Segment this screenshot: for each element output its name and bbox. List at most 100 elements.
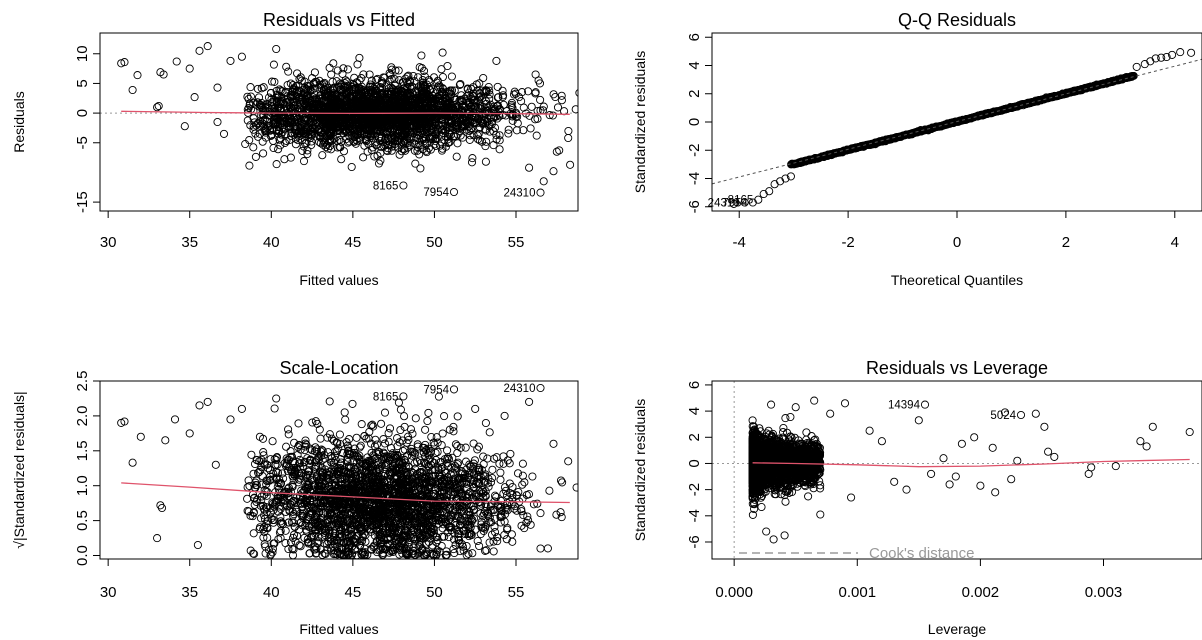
cloud-point	[273, 104, 283, 113]
cloud-point	[280, 138, 290, 147]
cloud-point	[365, 125, 375, 134]
cloud-point	[459, 114, 468, 123]
cloud-point	[476, 529, 485, 539]
cloud-point	[315, 94, 324, 103]
cloud-point	[470, 101, 479, 110]
y-axis-label: Residuals	[11, 91, 27, 152]
cloud-point	[493, 82, 502, 91]
cloud-point	[343, 89, 352, 98]
cloud-point	[271, 118, 280, 127]
cloud-point	[272, 160, 281, 169]
cloud-point	[465, 126, 474, 136]
cloud-point	[580, 132, 587, 139]
cloud-point	[289, 545, 298, 554]
cloud-point	[317, 463, 326, 472]
cloud-point	[453, 460, 462, 469]
cloud-point	[324, 137, 333, 146]
cloud-point	[419, 448, 428, 457]
cloud-point	[465, 100, 474, 109]
cloud-point	[586, 508, 593, 515]
cloud-point	[418, 101, 428, 110]
cloud-point	[517, 507, 526, 516]
cloud-point	[453, 107, 462, 116]
cloud-point	[363, 550, 372, 559]
cloud-point	[318, 446, 327, 455]
data-point	[1187, 48, 1196, 57]
cloud-point	[387, 89, 396, 98]
cloud-point	[327, 70, 336, 79]
data-point	[467, 158, 477, 167]
data-point	[1157, 53, 1166, 62]
cloud-point	[346, 120, 355, 129]
cloud-point	[401, 88, 410, 97]
cloud-point	[249, 469, 258, 478]
cloud-point	[495, 145, 504, 154]
cloud-point	[442, 87, 451, 97]
cloud-point	[508, 116, 517, 125]
cloud-point	[519, 126, 528, 135]
cloud-point	[549, 90, 558, 99]
cloud-point	[354, 114, 363, 124]
data-point	[185, 64, 194, 73]
cloud-point	[355, 135, 365, 144]
cloud-point	[302, 527, 311, 536]
cloud-point	[344, 138, 353, 147]
cloud-point	[257, 84, 266, 93]
cloud-point	[303, 149, 312, 159]
cloud-point	[427, 95, 436, 104]
y-tick-label: 2	[686, 90, 703, 98]
cloud-point	[398, 127, 407, 136]
x-tick-label: 2	[1062, 234, 1070, 251]
cloud-point	[363, 147, 372, 156]
cloud-point	[468, 154, 477, 163]
cloud-point	[473, 135, 483, 144]
x-tick-label: 45	[345, 234, 362, 251]
cloud-point	[527, 102, 536, 111]
cloud-point	[373, 98, 382, 107]
cloud-point	[498, 92, 507, 102]
cloud-point	[474, 129, 483, 138]
cloud-point	[496, 518, 505, 527]
cloud-point	[243, 483, 252, 492]
cloud-point	[322, 132, 331, 141]
cloud-point	[281, 88, 290, 98]
cloud-point	[362, 107, 371, 116]
cloud-point	[528, 472, 537, 481]
cloud-point	[287, 103, 296, 112]
cloud-point	[291, 140, 300, 149]
cloud-point	[318, 151, 327, 160]
point-label: 24310	[708, 198, 740, 210]
cloud-point	[443, 61, 452, 71]
data-point	[272, 44, 281, 54]
cloud-point	[417, 64, 426, 73]
cloud-point	[258, 137, 267, 146]
cloud-point	[377, 77, 386, 86]
cloud-point	[465, 135, 474, 144]
cloud-point	[375, 136, 385, 145]
cloud-point	[376, 123, 385, 132]
x-tick-label: -4	[733, 234, 746, 251]
cloud-point	[284, 492, 293, 501]
data-point	[525, 163, 534, 172]
cloud-point	[301, 94, 310, 103]
points-group	[117, 42, 587, 197]
cloud-point	[249, 114, 258, 123]
cloud-point	[380, 100, 390, 109]
cloud-point	[443, 111, 452, 120]
data-point	[355, 53, 364, 62]
data-point	[237, 52, 246, 61]
cloud-point	[445, 117, 454, 126]
cloud-point	[431, 126, 440, 135]
cloud-point	[434, 392, 443, 401]
cloud-point	[313, 125, 323, 134]
data-point	[172, 57, 181, 66]
cloud-point	[325, 430, 334, 439]
cloud-point	[490, 112, 499, 121]
cloud-point	[387, 74, 396, 84]
cloud-point	[266, 126, 275, 135]
y-tick-label: -5	[74, 136, 91, 149]
cloud-point	[368, 420, 377, 429]
cloud-point	[256, 501, 265, 510]
cloud-point	[485, 127, 494, 136]
cloud-point	[379, 88, 388, 98]
